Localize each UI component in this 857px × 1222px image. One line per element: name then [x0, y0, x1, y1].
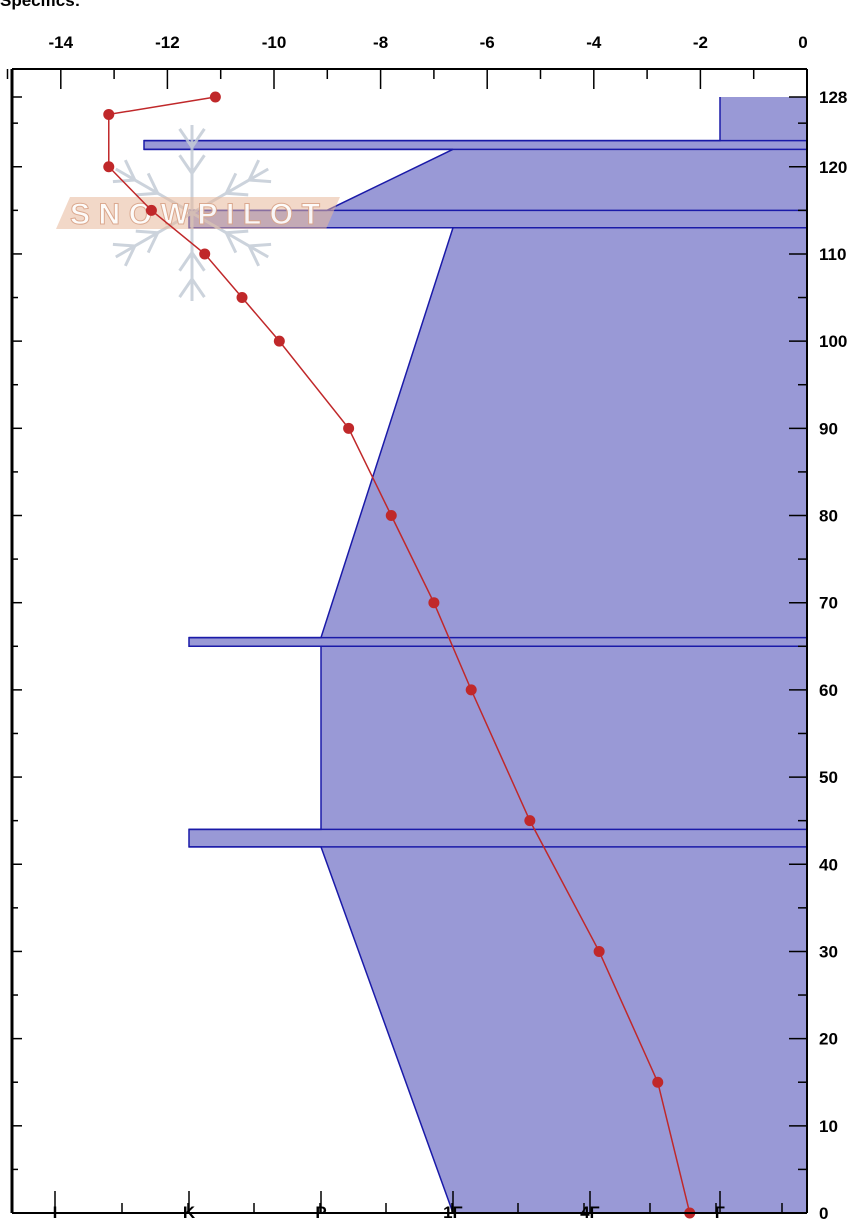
temperature-point: [103, 161, 115, 173]
temp-tick-label: -2: [693, 33, 708, 52]
temperature-point: [209, 91, 221, 103]
temperature-point: [199, 248, 211, 260]
hardness-area: [144, 97, 807, 1213]
temperature-point: [273, 335, 285, 347]
hardness-tick-label: 4F: [580, 1203, 600, 1222]
hardness-tick-label: P: [315, 1203, 326, 1222]
height-tick-label: 40: [819, 855, 838, 874]
temperature-point: [428, 597, 440, 609]
hardness-tick-label: F: [715, 1203, 725, 1222]
plot-frame: [10, 68, 808, 1214]
temp-tick-label: 0: [798, 33, 807, 52]
temp-tick-label: -6: [480, 33, 495, 52]
temp-tick-label: -14: [49, 33, 74, 52]
temperature-point: [524, 815, 536, 827]
height-tick-label: 30: [819, 942, 838, 961]
hardness-outline: [143, 97, 721, 1214]
temp-tick-label: -4: [586, 33, 602, 52]
hardness-axis: I K P 1F 4F F: [53, 1191, 783, 1222]
temp-tick-label: -12: [155, 33, 180, 52]
height-tick-label: 100: [819, 332, 847, 351]
height-tick-label: 0: [819, 1204, 828, 1222]
height-tick-label: 70: [819, 594, 838, 613]
watermark-banner: [56, 197, 340, 229]
hardness-tick-label: 1F: [443, 1203, 463, 1222]
height-tick-label: 110: [819, 245, 846, 264]
hardness-area-layer: [143, 97, 807, 1214]
temp-tick-label: -8: [373, 33, 388, 52]
height-tick-label: 90: [819, 419, 838, 438]
temperature-point: [103, 108, 115, 120]
temperature-point: [593, 945, 605, 957]
height-tick-label: 128: [819, 88, 847, 107]
height-tick-label: 20: [819, 1030, 838, 1049]
temp-tick-label: -10: [262, 33, 287, 52]
temperature-layer: [103, 91, 696, 1219]
height-tick-label: 10: [819, 1117, 838, 1136]
height-axis: 0 10 20 30 40 50 60 70 80 90 100 110 120 128: [12, 88, 847, 1222]
temperature-point: [145, 204, 157, 216]
temperature-point: [236, 292, 248, 304]
temperature-point: [343, 422, 355, 434]
temperature-point: [385, 510, 397, 521]
temperature-point: [465, 684, 477, 696]
temperature-point: [652, 1076, 664, 1088]
header-label: Specifics:: [0, 0, 81, 10]
height-tick-label: 80: [819, 507, 838, 526]
watermark: SNOWPILOT: [56, 125, 340, 301]
hardness-tick-label: K: [183, 1203, 196, 1222]
hardness-tick-label: I: [53, 1203, 58, 1222]
temperature-axis: -14 -12 -10 -8 -6 -4 -2 0: [6, 33, 808, 89]
height-tick-label: 60: [819, 681, 838, 700]
height-tick-label: 50: [819, 768, 838, 787]
height-tick-label: 120: [819, 158, 847, 177]
